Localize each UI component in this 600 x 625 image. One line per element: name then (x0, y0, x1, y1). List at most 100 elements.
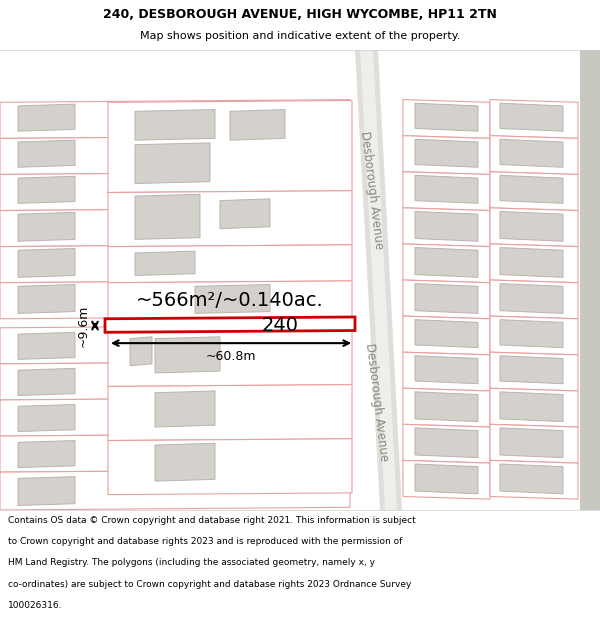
Polygon shape (18, 404, 75, 431)
Text: ~566m²/~0.140ac.: ~566m²/~0.140ac. (136, 291, 324, 310)
Polygon shape (403, 388, 490, 427)
Polygon shape (500, 248, 563, 278)
Polygon shape (108, 245, 352, 282)
Polygon shape (415, 103, 478, 131)
Polygon shape (403, 461, 490, 499)
Polygon shape (490, 316, 578, 355)
Text: Map shows position and indicative extent of the property.: Map shows position and indicative extent… (140, 31, 460, 41)
Polygon shape (415, 392, 478, 422)
Polygon shape (490, 208, 578, 247)
Polygon shape (500, 319, 563, 348)
Polygon shape (490, 244, 578, 282)
Text: HM Land Registry. The polygons (including the associated geometry, namely x, y: HM Land Registry. The polygons (includin… (8, 558, 375, 568)
Polygon shape (230, 109, 285, 140)
Polygon shape (18, 213, 75, 241)
Polygon shape (500, 284, 563, 313)
Polygon shape (580, 50, 600, 510)
Polygon shape (155, 443, 215, 481)
Polygon shape (135, 143, 210, 184)
Polygon shape (0, 99, 350, 138)
Polygon shape (18, 368, 75, 396)
Polygon shape (500, 392, 563, 422)
Polygon shape (0, 361, 350, 400)
Text: co-ordinates) are subject to Crown copyright and database rights 2023 Ordnance S: co-ordinates) are subject to Crown copyr… (8, 579, 411, 589)
Polygon shape (108, 331, 352, 386)
Polygon shape (500, 103, 563, 131)
Polygon shape (18, 441, 75, 468)
Polygon shape (490, 424, 578, 463)
Text: Desborough Avenue: Desborough Avenue (358, 130, 385, 249)
Polygon shape (500, 428, 563, 458)
Text: ~9.6m: ~9.6m (77, 304, 90, 347)
Text: Contains OS data © Crown copyright and database right 2021. This information is : Contains OS data © Crown copyright and d… (8, 516, 416, 525)
Polygon shape (403, 280, 490, 319)
Polygon shape (403, 172, 490, 211)
Polygon shape (18, 140, 75, 168)
Polygon shape (403, 136, 490, 174)
Text: to Crown copyright and database rights 2023 and is reproduced with the permissio: to Crown copyright and database rights 2… (8, 537, 402, 546)
Polygon shape (0, 398, 350, 436)
Polygon shape (415, 428, 478, 458)
Polygon shape (108, 439, 352, 494)
Polygon shape (415, 356, 478, 384)
Polygon shape (0, 208, 350, 247)
Polygon shape (415, 139, 478, 168)
Polygon shape (18, 332, 75, 359)
Polygon shape (403, 352, 490, 391)
Polygon shape (18, 104, 75, 131)
Polygon shape (500, 139, 563, 168)
Polygon shape (490, 461, 578, 499)
Polygon shape (500, 211, 563, 241)
Text: Desborough Avenue: Desborough Avenue (363, 342, 390, 462)
Polygon shape (403, 424, 490, 463)
Polygon shape (220, 199, 270, 229)
Polygon shape (155, 337, 220, 373)
Polygon shape (500, 464, 563, 494)
Polygon shape (108, 101, 352, 192)
Polygon shape (135, 109, 215, 140)
Text: 100026316.: 100026316. (8, 601, 62, 610)
Polygon shape (0, 325, 350, 364)
Polygon shape (135, 251, 195, 276)
Polygon shape (490, 280, 578, 319)
Polygon shape (18, 248, 75, 278)
Polygon shape (0, 469, 350, 510)
Polygon shape (490, 388, 578, 427)
Polygon shape (500, 176, 563, 203)
Polygon shape (403, 208, 490, 247)
Polygon shape (195, 284, 270, 313)
Polygon shape (0, 433, 350, 472)
Polygon shape (415, 464, 478, 494)
Polygon shape (108, 384, 352, 441)
Polygon shape (155, 391, 215, 427)
Text: 240, DESBOROUGH AVENUE, HIGH WYCOMBE, HP11 2TN: 240, DESBOROUGH AVENUE, HIGH WYCOMBE, HP… (103, 8, 497, 21)
Polygon shape (0, 280, 350, 319)
Text: 240: 240 (262, 316, 299, 335)
Polygon shape (108, 281, 352, 319)
Polygon shape (490, 352, 578, 391)
Polygon shape (415, 319, 478, 348)
Polygon shape (490, 172, 578, 211)
Polygon shape (403, 99, 490, 138)
Polygon shape (415, 284, 478, 313)
Polygon shape (108, 191, 352, 247)
Polygon shape (415, 248, 478, 278)
Polygon shape (0, 172, 350, 211)
Text: ~60.8m: ~60.8m (206, 351, 256, 363)
Polygon shape (490, 99, 578, 138)
Polygon shape (415, 211, 478, 241)
Polygon shape (0, 244, 350, 282)
Polygon shape (105, 317, 355, 332)
Polygon shape (355, 50, 402, 510)
Polygon shape (403, 244, 490, 282)
Polygon shape (360, 50, 397, 510)
Polygon shape (0, 136, 350, 174)
Polygon shape (18, 176, 75, 203)
Polygon shape (135, 194, 200, 239)
Polygon shape (500, 356, 563, 384)
Polygon shape (18, 477, 75, 506)
Polygon shape (403, 316, 490, 355)
Polygon shape (18, 284, 75, 313)
Polygon shape (490, 136, 578, 174)
Polygon shape (130, 337, 152, 366)
